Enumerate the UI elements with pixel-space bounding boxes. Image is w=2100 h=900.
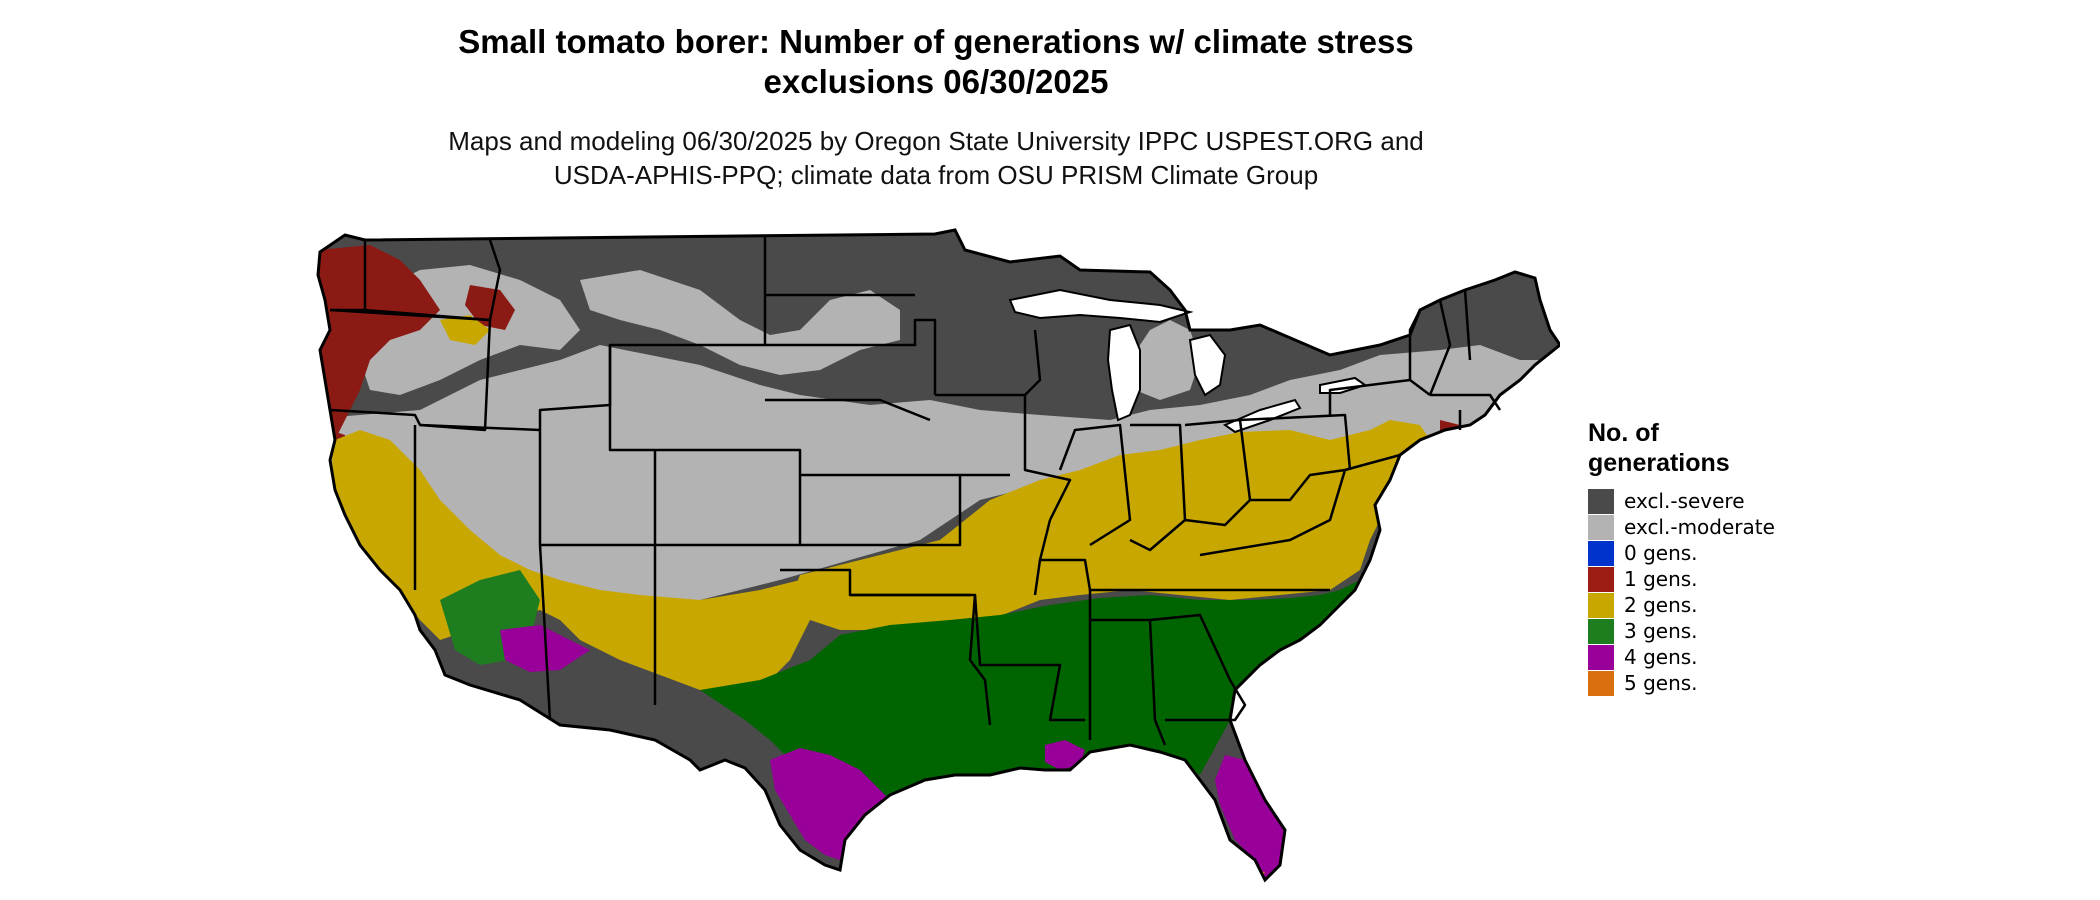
legend-item-4-gens: 4 gens. <box>1588 644 1775 670</box>
legend-label: 2 gens. <box>1624 593 1698 617</box>
zone-two-gens-central <box>790 420 1430 630</box>
legend: No. of generations excl.-severe excl.-mo… <box>1588 418 1775 696</box>
title-line-1: Small tomato borer: Number of generation… <box>458 23 1414 60</box>
legend-label: 5 gens. <box>1624 671 1698 695</box>
legend-title: No. of generations <box>1588 418 1775 478</box>
lake-huron <box>1188 333 1227 397</box>
legend-title-line-2: generations <box>1588 449 1730 477</box>
zone-four-gens-texas <box>770 748 890 860</box>
title-line-2: exclusions 06/30/2025 <box>763 63 1109 100</box>
legend-swatch <box>1588 514 1614 540</box>
zone-moderate-northern-plains <box>580 270 900 375</box>
legend-label: excl.-severe <box>1624 489 1745 513</box>
legend-label: 4 gens. <box>1624 645 1698 669</box>
zone-three-gens-southeast <box>700 580 1370 830</box>
us-generations-map <box>316 228 1560 883</box>
legend-item-2-gens: 2 gens. <box>1588 592 1775 618</box>
legend-label: excl.-moderate <box>1624 515 1775 539</box>
legend-swatch <box>1588 540 1614 566</box>
legend-swatch <box>1588 566 1614 592</box>
zone-moderate-michigan <box>1130 320 1200 400</box>
legend-items: excl.-severe excl.-moderate 0 gens. 1 ge… <box>1588 488 1775 696</box>
legend-label: 3 gens. <box>1624 619 1698 643</box>
legend-item-1-gens: 1 gens. <box>1588 566 1775 592</box>
legend-label: 1 gens. <box>1624 567 1698 591</box>
legend-item-excl-severe: excl.-severe <box>1588 488 1775 514</box>
legend-swatch <box>1588 488 1614 514</box>
legend-swatch <box>1588 670 1614 696</box>
legend-item-5-gens: 5 gens. <box>1588 670 1775 696</box>
map-subtitle: Maps and modeling 06/30/2025 by Oregon S… <box>0 124 1872 192</box>
zone-four-gens-louisiana <box>1045 740 1085 770</box>
legend-swatch <box>1588 592 1614 618</box>
subtitle-line-1: Maps and modeling 06/30/2025 by Oregon S… <box>448 126 1424 156</box>
state-borders <box>329 235 1502 746</box>
zone-two-gens-idaho <box>440 315 490 345</box>
zone-one-gen-pnw <box>318 245 440 440</box>
lake-michigan <box>1106 323 1141 422</box>
legend-title-line-1: No. of <box>1588 419 1659 447</box>
subtitle-line-2: USDA-APHIS-PPQ; climate data from OSU PR… <box>553 160 1319 190</box>
legend-swatch <box>1588 618 1614 644</box>
zone-four-gens-florida <box>1215 755 1285 878</box>
legend-swatch <box>1588 644 1614 670</box>
lake-erie <box>1222 398 1302 434</box>
us-outline <box>316 228 1560 883</box>
legend-item-0-gens: 0 gens. <box>1588 540 1775 566</box>
legend-item-3-gens: 3 gens. <box>1588 618 1775 644</box>
lake-superior <box>1008 288 1194 324</box>
map-title: Small tomato borer: Number of generation… <box>0 22 1872 102</box>
legend-label: 0 gens. <box>1624 541 1698 565</box>
legend-item-excl-moderate: excl.-moderate <box>1588 514 1775 540</box>
zone-moderate-central <box>318 345 1560 600</box>
